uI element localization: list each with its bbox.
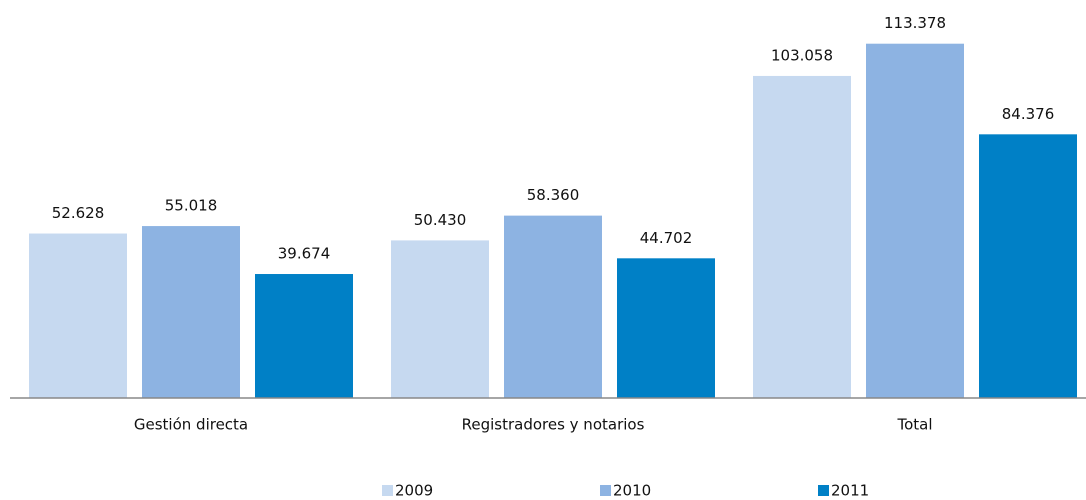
bar: [504, 215, 602, 398]
value-label: 44.702: [640, 229, 693, 247]
bar: [753, 75, 851, 398]
value-label: 52.628: [52, 204, 105, 222]
legend-label: 2010: [613, 482, 651, 500]
x-tick-label: Gestión directa: [134, 416, 248, 434]
bar: [866, 43, 964, 398]
x-tick-label: Total: [896, 416, 932, 434]
value-label: 50.430: [414, 211, 467, 229]
bar: [255, 274, 353, 398]
bar: [391, 240, 489, 398]
legend-swatch: [818, 485, 829, 496]
legend-label: 2011: [831, 482, 869, 500]
legend-swatch: [382, 485, 393, 496]
x-tick-label: Registradores y notarios: [462, 416, 645, 434]
value-label: 58.360: [527, 186, 580, 204]
bar: [979, 134, 1077, 398]
legend-swatch: [600, 485, 611, 496]
value-label: 55.018: [165, 197, 218, 215]
bar: [29, 233, 127, 398]
bar: [617, 258, 715, 398]
value-label: 103.058: [771, 46, 833, 64]
value-label: 84.376: [1002, 105, 1055, 123]
bar: [142, 226, 240, 398]
value-label: 113.378: [884, 14, 946, 32]
legend-label: 2009: [395, 482, 433, 500]
value-label: 39.674: [278, 245, 331, 263]
